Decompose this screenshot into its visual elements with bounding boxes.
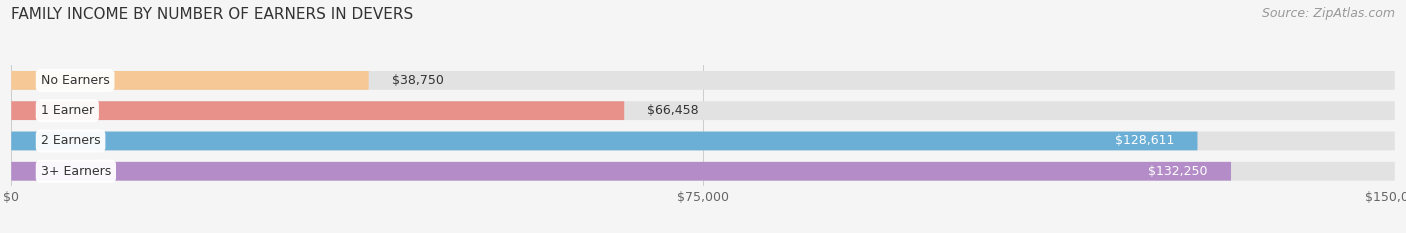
Text: $132,250: $132,250 [1149, 165, 1208, 178]
Text: FAMILY INCOME BY NUMBER OF EARNERS IN DEVERS: FAMILY INCOME BY NUMBER OF EARNERS IN DE… [11, 7, 413, 22]
Text: Source: ZipAtlas.com: Source: ZipAtlas.com [1261, 7, 1395, 20]
Text: $66,458: $66,458 [647, 104, 699, 117]
FancyBboxPatch shape [11, 101, 1395, 120]
Text: 1 Earner: 1 Earner [41, 104, 94, 117]
FancyBboxPatch shape [11, 132, 1198, 150]
FancyBboxPatch shape [11, 162, 1395, 181]
FancyBboxPatch shape [11, 132, 1395, 150]
Text: 2 Earners: 2 Earners [41, 134, 100, 147]
Text: $38,750: $38,750 [392, 74, 443, 87]
FancyBboxPatch shape [11, 71, 1395, 90]
FancyBboxPatch shape [11, 101, 624, 120]
Text: $128,611: $128,611 [1115, 134, 1174, 147]
Text: No Earners: No Earners [41, 74, 110, 87]
Text: 3+ Earners: 3+ Earners [41, 165, 111, 178]
FancyBboxPatch shape [11, 162, 1232, 181]
FancyBboxPatch shape [11, 71, 368, 90]
